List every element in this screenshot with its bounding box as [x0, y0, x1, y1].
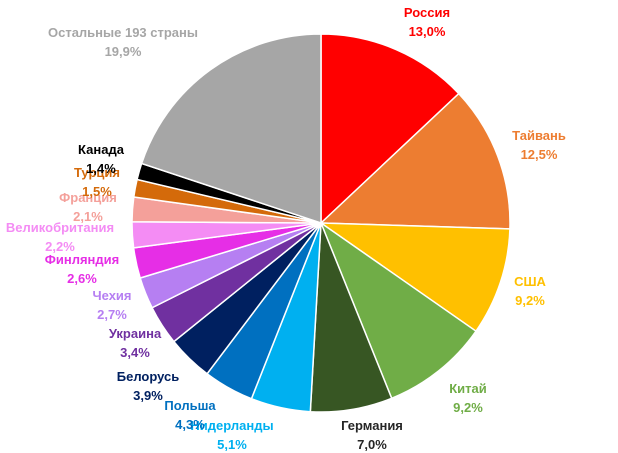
slice-label-5: Германия: [341, 418, 403, 433]
pie-slice-1: [320, 33, 460, 225]
pie-slice-16: [140, 33, 322, 225]
slice-value-label-15: 1,4%: [86, 161, 116, 176]
slice-label-14: Турция: [74, 165, 120, 180]
slice-value-label-4: 9,2%: [453, 400, 483, 415]
slice-label-15: Канада: [78, 142, 125, 157]
pie-slice-3: [318, 222, 511, 333]
pie-slice-4: [319, 220, 478, 400]
pie-slice-2: [319, 92, 511, 230]
slice-value-label-16: 19,9%: [105, 44, 142, 59]
slice-value-label-3: 9,2%: [515, 293, 545, 308]
slice-label-3: США: [514, 274, 546, 289]
slice-value-label-14: 1,5%: [82, 184, 112, 199]
slice-label-11: Финляндия: [45, 252, 119, 267]
slice-label-10: Чехия: [93, 288, 132, 303]
slice-label-8: Белорусь: [117, 369, 180, 384]
slice-label-13: Франция: [59, 190, 117, 205]
pie-slices: [131, 33, 511, 413]
slice-value-label-2: 12,5%: [521, 147, 558, 162]
slice-label-2: Тайвань: [512, 128, 566, 143]
slice-value-label-7: 4,3%: [175, 417, 205, 432]
slice-label-1: Россия: [404, 5, 450, 20]
slice-value-label-5: 7,0%: [357, 437, 387, 452]
slice-label-9: Украина: [109, 326, 162, 341]
pie-labels: Россия 13,0% Тайвань 12,5% США 9,2% Китай 9,2% Г…: [6, 5, 566, 452]
slice-value-label-10: 2,7%: [97, 307, 127, 322]
slice-value-label-1: 13,0%: [409, 24, 446, 39]
slice-label-6: Нидерланды: [190, 418, 273, 433]
slice-value-label-9: 3,4%: [120, 345, 150, 360]
slice-label-12: Великобритания: [6, 220, 114, 235]
slice-value-label-12: 2,2%: [45, 239, 75, 254]
slice-label-16: Остальные 193 страны: [48, 25, 198, 40]
slice-value-label-11: 2,6%: [67, 271, 97, 286]
slice-value-label-6: 5,1%: [217, 437, 247, 452]
slice-label-7: Польша: [164, 398, 216, 413]
slice-value-label-13: 2,1%: [73, 209, 103, 224]
slice-label-4: Китай: [449, 381, 487, 396]
slice-value-label-8: 3,9%: [133, 388, 163, 403]
